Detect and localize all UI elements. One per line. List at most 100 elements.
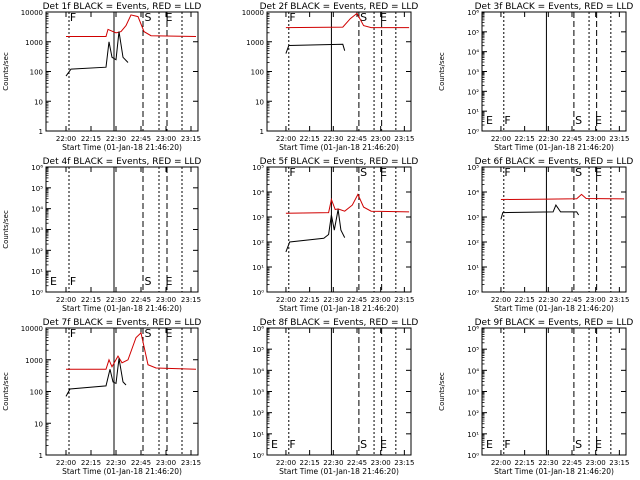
x-axis-label-2: Start Time (01-Jan-18 21:46:20) <box>279 143 399 152</box>
marker-E-8: E <box>380 438 387 451</box>
series-line-5-0 <box>285 193 410 214</box>
marker-F-6: F <box>504 166 510 179</box>
y-tick-label-4-0: 10⁰ <box>31 289 43 297</box>
series-line-7-0 <box>66 331 197 370</box>
y-tick-label-8-5: 10⁵ <box>252 346 264 354</box>
x-tick-label-5-0: 22:00 <box>276 296 296 304</box>
y-tick-label-2-0: 1 <box>260 128 264 136</box>
x-tick-label-7-3: 22:45 <box>131 459 151 467</box>
y-tick-label-9-0: 10⁰ <box>467 452 479 460</box>
x-tick-label-5-5: 23:15 <box>394 296 414 304</box>
x-tick-label-1-4: 23:00 <box>156 135 176 143</box>
x-tick-label-1-5: 23:15 <box>181 135 201 143</box>
marker-S-7: S <box>145 327 152 340</box>
series-line-1-0 <box>66 14 197 37</box>
x-tick-label-9-2: 22:30 <box>538 459 558 467</box>
y-tick-label-9-1: 10¹ <box>467 431 479 439</box>
x-tick-label-7-1: 22:15 <box>81 459 101 467</box>
x-tick-label-5-2: 22:30 <box>323 296 343 304</box>
marker-F-8: F <box>289 438 295 451</box>
plot-title-5: Det 5f BLACK = Events, RED = LLD <box>260 157 419 167</box>
x-tick-label-8-2: 22:30 <box>323 459 343 467</box>
y-tick-label-9-6: 10⁶ <box>467 325 479 333</box>
plot-title-8: Det 8f BLACK = Events, RED = LLD <box>260 318 419 328</box>
x-tick-label-7-2: 22:30 <box>106 459 126 467</box>
y-tick-label-8-3: 10³ <box>252 389 264 397</box>
y-tick-label-8-2: 10² <box>252 410 264 418</box>
x-tick-label-1-3: 22:45 <box>131 135 151 143</box>
y-tick-label-5-2: 10² <box>252 239 264 247</box>
y-tick-label-9-3: 10³ <box>467 389 479 397</box>
y-tick-label-4-3: 10³ <box>31 227 43 235</box>
x-tick-label-6-5: 23:15 <box>609 296 629 304</box>
x-axis-label-7: Start Time (01-Jan-18 21:46:20) <box>62 467 182 476</box>
marker-F-1: F <box>70 11 76 24</box>
plot-title-9: Det 9f BLACK = Events, RED = LLD <box>475 318 634 328</box>
y-tick-label-7-0: 1 <box>39 452 43 460</box>
marker-S-3: S <box>575 114 582 127</box>
y-tick-label-8-1: 10¹ <box>252 431 264 439</box>
x-tick-label-8-5: 23:15 <box>394 459 414 467</box>
x-tick-label-2-5: 23:15 <box>394 135 414 143</box>
x-tick-label-7-4: 23:00 <box>156 459 176 467</box>
marker-S-4: S <box>145 275 152 288</box>
x-tick-label-3-5: 23:15 <box>609 135 629 143</box>
x-tick-label-7-0: 22:00 <box>56 459 76 467</box>
x-tick-label-8-1: 22:15 <box>300 459 320 467</box>
series-line-1-1 <box>65 31 129 77</box>
x-tick-label-6-0: 22:00 <box>491 296 511 304</box>
y-tick-label-6-4: 10⁴ <box>467 189 479 197</box>
plot-frame-4 <box>45 166 199 293</box>
x-axis-label-5: Start Time (01-Jan-18 21:46:20) <box>279 304 399 313</box>
y-tick-label-3-5: 10⁵ <box>467 29 479 37</box>
y-tick-label-5-0: 10⁰ <box>252 289 264 297</box>
plot-frame-6 <box>481 166 627 293</box>
x-tick-label-4-0: 22:00 <box>56 296 76 304</box>
y-tick-label-9-4: 10⁴ <box>467 367 479 375</box>
x-tick-label-2-1: 22:15 <box>300 135 320 143</box>
x-tick-label-2-3: 22:45 <box>347 135 367 143</box>
x-tick-label-6-4: 23:00 <box>586 296 606 304</box>
y-tick-label-6-5: 10⁵ <box>467 164 479 172</box>
y-axis-label-7: Counts/sec <box>2 372 10 411</box>
marker-E-5: E <box>380 166 387 179</box>
y-tick-label-5-3: 10³ <box>252 214 264 222</box>
y-tick-label-6-0: 10⁰ <box>467 289 479 297</box>
x-tick-label-4-3: 22:45 <box>131 296 151 304</box>
marker-E-9: E <box>595 438 602 451</box>
x-tick-label-3-4: 23:00 <box>586 135 606 143</box>
y-tick-label-1-4: 10000 <box>21 9 43 17</box>
x-tick-label-9-1: 22:15 <box>515 459 535 467</box>
y-tick-label-3-4: 10⁴ <box>467 49 479 57</box>
x-tick-label-3-3: 22:45 <box>562 135 582 143</box>
x-tick-label-4-2: 22:30 <box>106 296 126 304</box>
marker-S-2: S <box>360 11 367 24</box>
plot-title-1: Det 1f BLACK = Events, RED = LLD <box>43 2 202 12</box>
x-tick-label-2-0: 22:00 <box>276 135 296 143</box>
x-tick-label-5-3: 22:45 <box>347 296 367 304</box>
y-tick-label-5-1: 10¹ <box>252 264 264 272</box>
marker-S-6: S <box>575 166 582 179</box>
x-tick-label-5-1: 22:15 <box>300 296 320 304</box>
x-tick-label-4-1: 22:15 <box>81 296 101 304</box>
x-tick-label-9-0: 22:00 <box>491 459 511 467</box>
x-axis-label-1: Start Time (01-Jan-18 21:46:20) <box>62 143 182 152</box>
x-tick-label-1-1: 22:15 <box>81 135 101 143</box>
y-tick-label-3-0: 10⁰ <box>467 128 479 136</box>
x-tick-label-5-4: 23:00 <box>371 296 391 304</box>
y-tick-label-1-3: 1000 <box>25 39 43 47</box>
x-tick-label-6-1: 22:15 <box>515 296 535 304</box>
y-axis-label-1: Counts/sec <box>2 52 10 91</box>
plot-frame-8 <box>266 327 412 456</box>
y-tick-label-4-2: 10² <box>31 247 43 255</box>
x-tick-label-8-0: 22:00 <box>276 459 296 467</box>
y-tick-label-4-1: 10¹ <box>31 268 43 276</box>
marker-E-3: E <box>595 114 602 127</box>
y-tick-label-2-4: 10000 <box>242 9 264 17</box>
marker-F-3: F <box>504 114 510 127</box>
y-tick-label-7-3: 1000 <box>25 357 43 365</box>
marker-start-4: E <box>50 275 57 288</box>
y-tick-label-1-0: 1 <box>39 128 43 136</box>
marker-E-4: E <box>166 275 173 288</box>
